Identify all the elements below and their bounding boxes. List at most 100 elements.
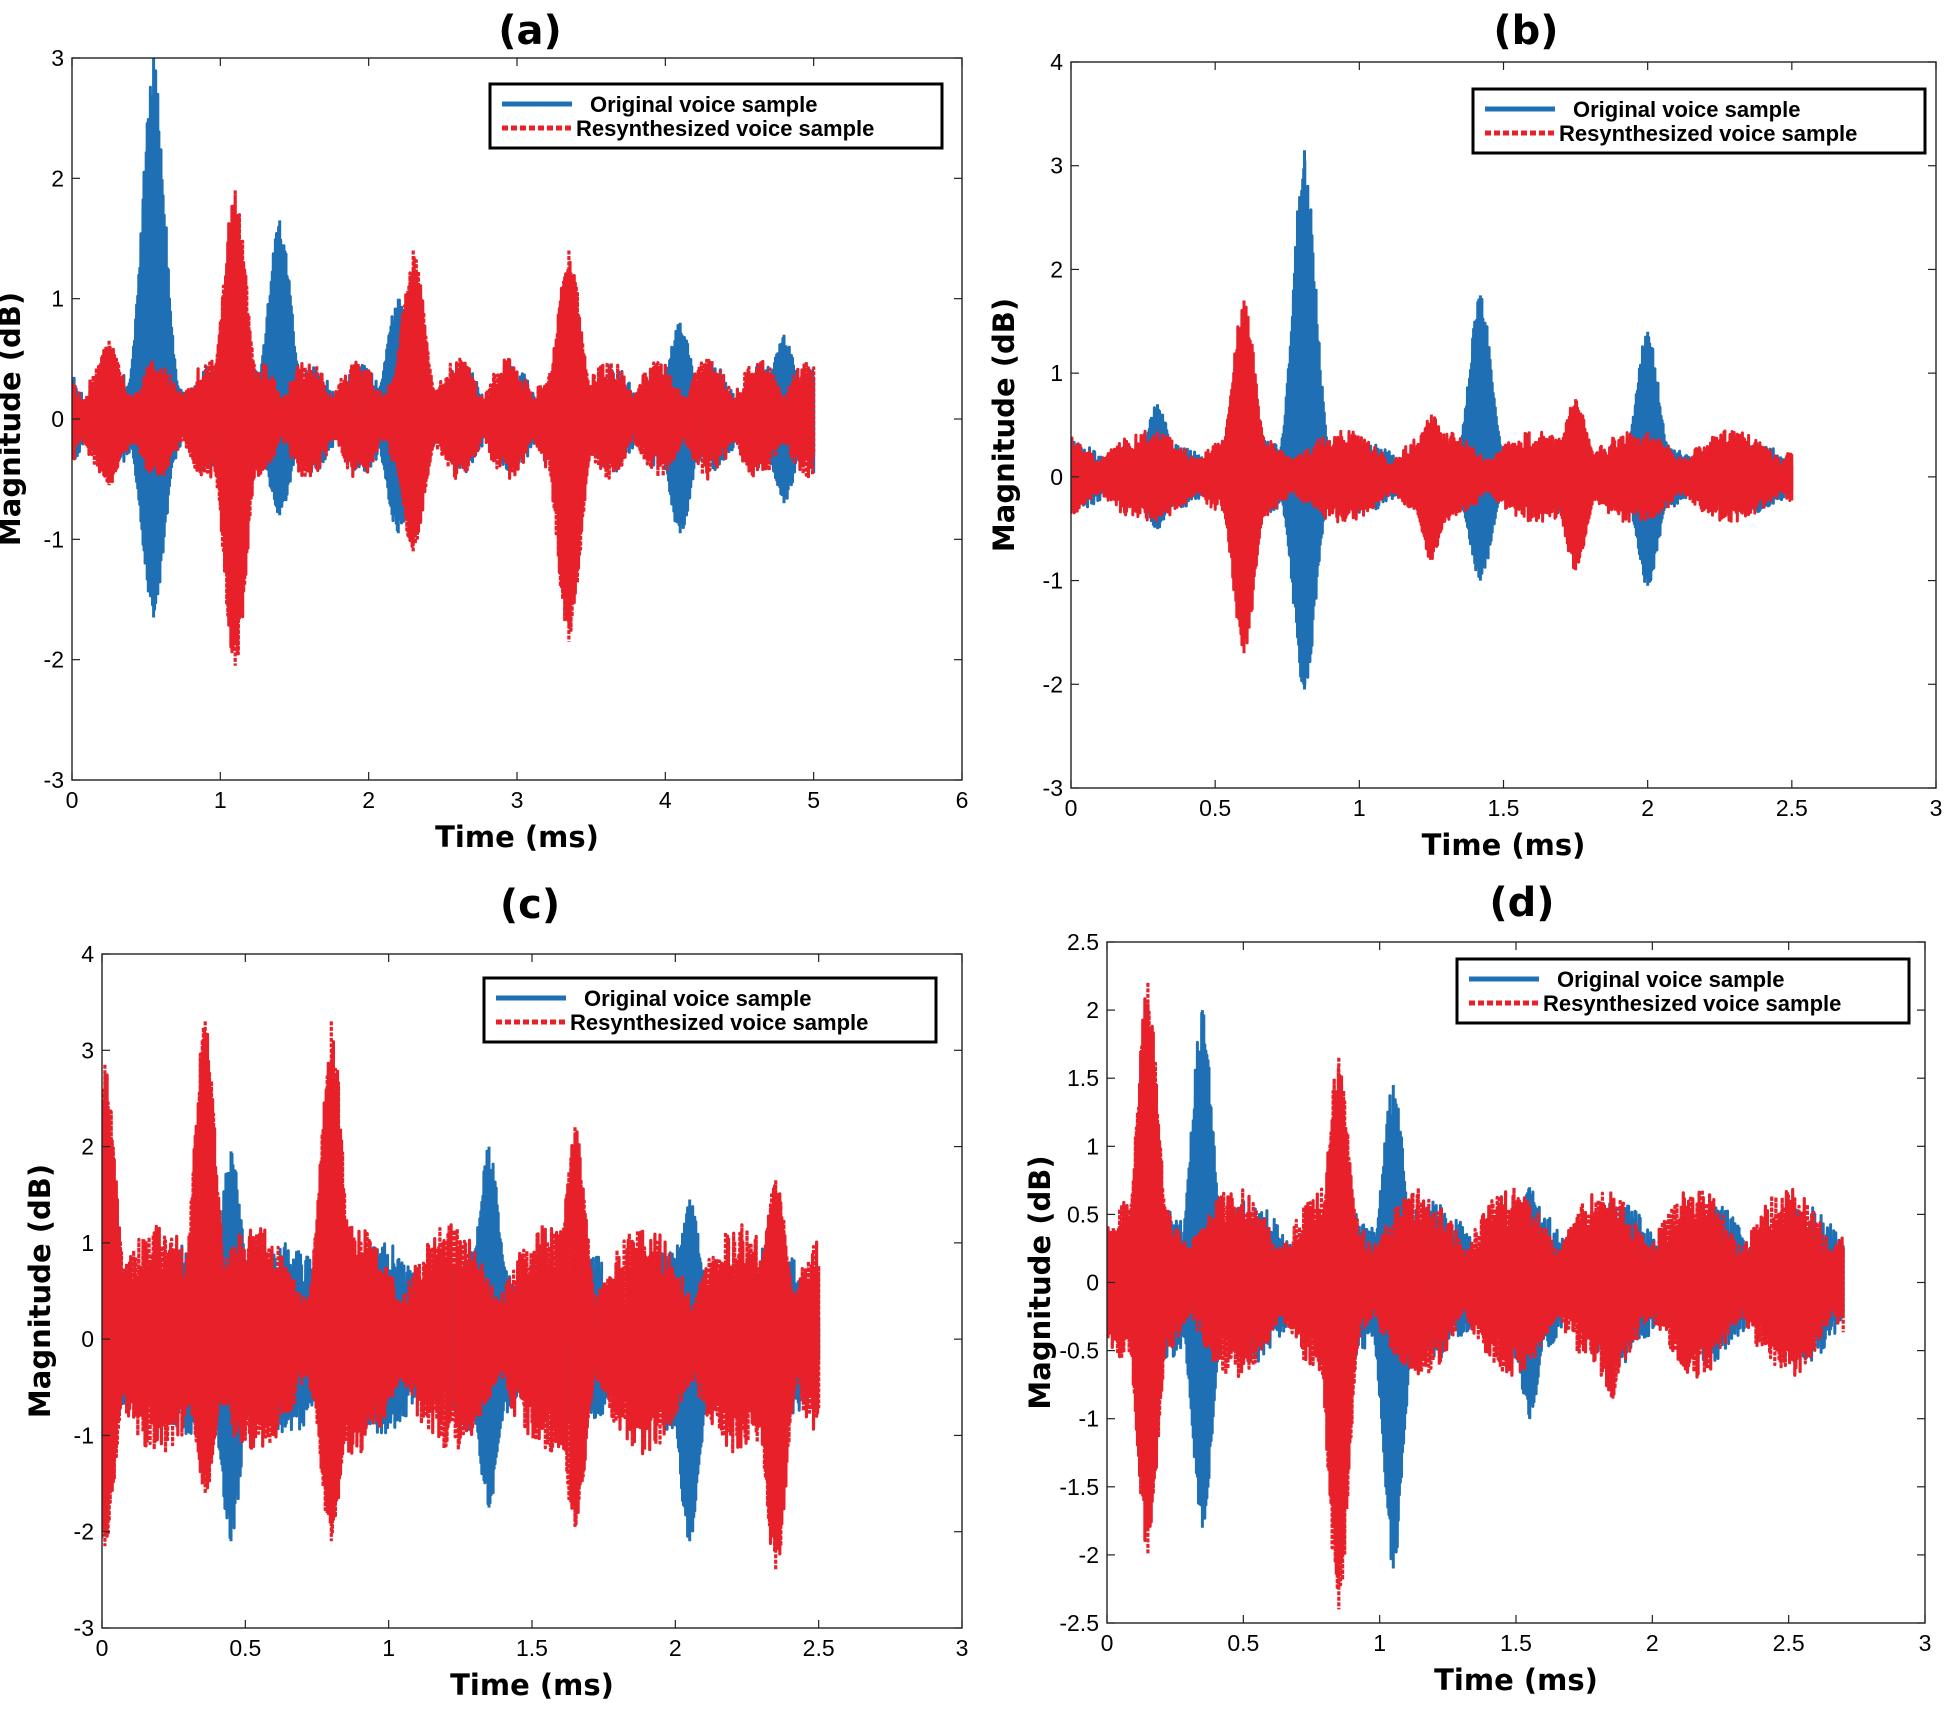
x-axis-label: Time (ms) [1422, 828, 1586, 862]
x-tick-label: 3 [511, 787, 524, 813]
x-tick-label: 6 [956, 787, 969, 813]
x-tick-label: 1 [382, 1635, 395, 1661]
legend-box [482, 976, 938, 1044]
legend-label: Original voice sample [1573, 97, 1800, 122]
y-tick-label: 2 [1050, 256, 1063, 282]
chart-panel-3: (c) 0 0.5 1 1.5 2 2.5 3 -3 -2 -1 0 1 2 3 4 Time (ms) Magn… [23, 882, 968, 1702]
x-tick-label: 0.5 [1199, 795, 1231, 821]
x-tick-label: 1 [214, 787, 227, 813]
x-tick-label: 2 [669, 1635, 682, 1661]
y-tick-label: 4 [81, 941, 94, 967]
legend-label: Resynthesized voice sample [1559, 121, 1857, 146]
y-tick-label: -3 [44, 767, 64, 793]
y-tick-label: -2 [44, 647, 64, 673]
y-tick-label: 1 [81, 1230, 94, 1256]
x-tick-label: 2.5 [803, 1635, 835, 1661]
x-tick-label: 1 [1353, 795, 1366, 821]
x-tick-label: 0.5 [229, 1635, 261, 1661]
x-tick-label: 2 [362, 787, 375, 813]
y-tick-label: -0.5 [1059, 1338, 1099, 1364]
x-tick-label: 3 [1930, 795, 1943, 821]
legend-label: Resynthesized voice sample [570, 1010, 868, 1035]
y-axis-label: Magnitude (dB) [0, 292, 27, 546]
series-resynthesized [102, 1021, 821, 1571]
legend-box [488, 82, 944, 150]
legend-label: Original voice sample [1557, 967, 1784, 992]
panel-title: (d) [1489, 880, 1554, 926]
series-resynthesized [72, 190, 816, 666]
x-tick-label: 0 [1101, 1630, 1114, 1656]
chart-panel-1: (a) 0 1 2 3 4 5 6 -3 -2 -1 0 1 2 3 Time (ms) Magnitude (… [0, 8, 968, 854]
legend-box [1471, 87, 1927, 155]
x-tick-label: 1.5 [1500, 1630, 1532, 1656]
y-tick-label: -1 [1043, 568, 1063, 594]
y-tick-label: 2.5 [1067, 929, 1099, 955]
legend-box [1455, 957, 1911, 1025]
y-tick-label: -1 [1079, 1406, 1099, 1432]
x-axis-label: Time (ms) [1434, 1663, 1598, 1697]
y-tick-label: 2 [81, 1134, 94, 1160]
y-axis-label: Magnitude (dB) [23, 1164, 57, 1418]
y-tick-label: 1 [1086, 1133, 1099, 1159]
y-tick-label: 0 [1086, 1270, 1099, 1296]
y-tick-label: 0 [81, 1326, 94, 1352]
x-tick-label: 0 [96, 1635, 109, 1661]
legend-label: Original voice sample [584, 986, 811, 1011]
x-tick-label: 3 [956, 1635, 969, 1661]
x-tick-label: 2 [1641, 795, 1654, 821]
series-group [1107, 982, 1845, 1610]
chart-panel-4: (d) 0 0.5 1 1.5 2 2.5 3 -2.5 -2 -1.5 -1 -0.5 0 0.5 1 1.5… [1023, 880, 1931, 1697]
series-resynthesized [1071, 300, 1794, 654]
y-tick-label: -1 [74, 1422, 94, 1448]
y-tick-label: -2 [1043, 671, 1063, 697]
y-tick-label: 0.5 [1067, 1201, 1099, 1227]
y-tick-label: 3 [81, 1037, 94, 1063]
x-tick-label: 1.5 [516, 1635, 548, 1661]
x-tick-label: 0.5 [1227, 1630, 1259, 1656]
x-tick-label: 2.5 [1773, 1630, 1805, 1656]
x-tick-label: 4 [659, 787, 672, 813]
panel-title: (b) [1493, 8, 1558, 54]
y-tick-label: 0 [51, 406, 64, 432]
chart-panel-2: (b) 0 0.5 1 1.5 2 2.5 3 -3 -2 -1 0 1 2 3 4 Time (ms) Magn… [987, 8, 1942, 862]
y-tick-label: -1.5 [1059, 1474, 1099, 1500]
y-tick-label: 3 [51, 45, 64, 71]
y-tick-label: -2.5 [1059, 1610, 1099, 1636]
y-tick-label: -3 [74, 1615, 94, 1641]
y-tick-label: 1.5 [1067, 1065, 1099, 1091]
x-tick-label: 2.5 [1776, 795, 1808, 821]
plot-frame [1070, 61, 1937, 789]
x-tick-label: 5 [807, 787, 820, 813]
y-tick-label: 2 [1086, 997, 1099, 1023]
series-group [1071, 150, 1794, 690]
y-axis-label: Magnitude (dB) [987, 298, 1021, 552]
panel-title: (a) [498, 8, 562, 54]
y-tick-label: 4 [1050, 49, 1063, 75]
legend-label: Resynthesized voice sample [1543, 991, 1841, 1016]
y-tick-label: 1 [1050, 360, 1063, 386]
x-tick-label: 0 [66, 787, 79, 813]
y-tick-label: -1 [44, 526, 64, 552]
series-resynthesized [1107, 982, 1845, 1610]
y-tick-label: -2 [1079, 1542, 1099, 1568]
series-group [102, 1021, 821, 1571]
y-axis-label: Magnitude (dB) [1023, 1155, 1057, 1409]
panel-title: (c) [500, 882, 560, 928]
x-tick-label: 0 [1065, 795, 1078, 821]
x-tick-label: 1 [1373, 1630, 1386, 1656]
y-tick-label: -3 [1043, 775, 1063, 801]
legend-label: Original voice sample [590, 92, 817, 117]
x-tick-label: 3 [1919, 1630, 1932, 1656]
legend-label: Resynthesized voice sample [576, 116, 874, 141]
y-tick-label: -2 [74, 1519, 94, 1545]
y-tick-label: 0 [1050, 464, 1063, 490]
x-axis-label: Time (ms) [435, 820, 599, 854]
y-tick-label: 2 [51, 165, 64, 191]
x-tick-label: 1.5 [1488, 795, 1520, 821]
y-tick-label: 3 [1050, 153, 1063, 179]
x-tick-label: 2 [1646, 1630, 1659, 1656]
